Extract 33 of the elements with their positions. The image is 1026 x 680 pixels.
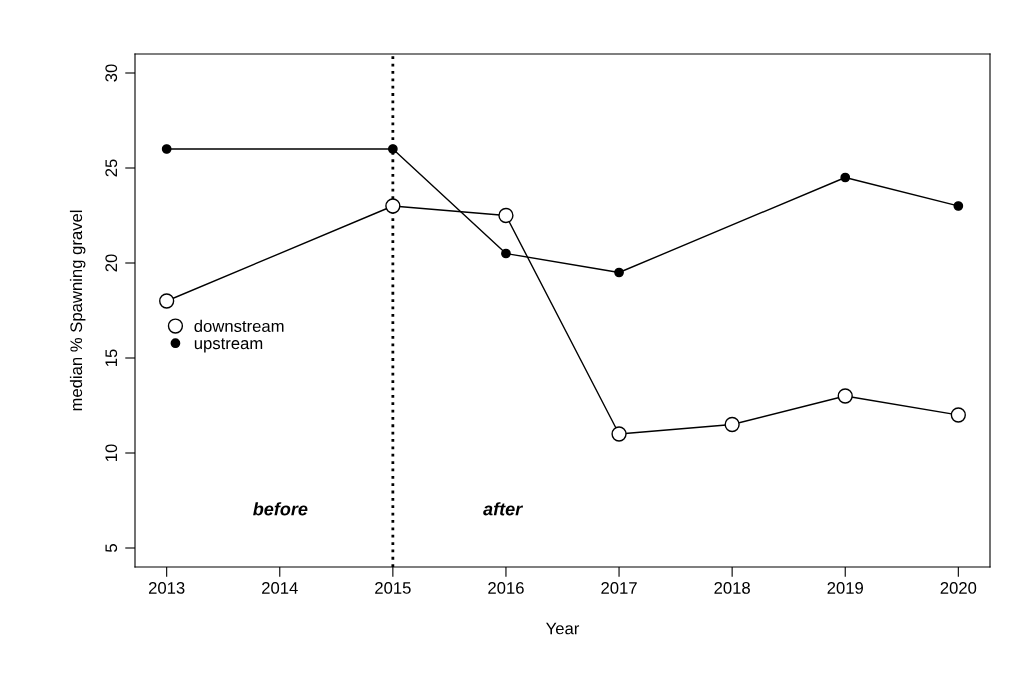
x-tick-label: 2018 bbox=[714, 582, 750, 594]
point bbox=[724, 416, 740, 433]
y-tick-label: 10 bbox=[105, 444, 118, 461]
point bbox=[611, 426, 627, 442]
point bbox=[387, 144, 398, 154]
x-tick-label: 2020 bbox=[940, 582, 977, 594]
x-tick-label: 2015 bbox=[375, 582, 411, 594]
y-tick-label: 20 bbox=[105, 254, 118, 272]
y-tick-label: 30 bbox=[105, 64, 118, 82]
y-tick-label: 15 bbox=[105, 349, 118, 366]
x-tick-label: 2014 bbox=[262, 582, 298, 594]
annotation: after bbox=[483, 502, 524, 516]
point bbox=[159, 293, 175, 309]
point bbox=[501, 248, 511, 259]
legend-label: downstream bbox=[194, 319, 284, 333]
x-tick-label: 2019 bbox=[827, 582, 863, 594]
x-tick-label: 2013 bbox=[148, 582, 185, 594]
point bbox=[837, 388, 853, 404]
legend-label: upstream bbox=[194, 338, 263, 353]
x-tick-label: 2016 bbox=[488, 582, 524, 594]
y-tick-label: 5 bbox=[105, 544, 118, 552]
point bbox=[950, 407, 966, 423]
point bbox=[953, 201, 964, 211]
annotation: before bbox=[253, 502, 308, 516]
x-tick-label: 2017 bbox=[601, 582, 637, 594]
x-axis-title: Year bbox=[546, 622, 580, 635]
y-axis-title: median % Spawning gravel bbox=[69, 210, 86, 411]
point bbox=[840, 172, 851, 183]
point bbox=[161, 144, 172, 154]
point bbox=[614, 267, 624, 278]
point bbox=[385, 198, 401, 214]
point bbox=[498, 207, 514, 224]
y-tick-label: 25 bbox=[105, 159, 118, 177]
